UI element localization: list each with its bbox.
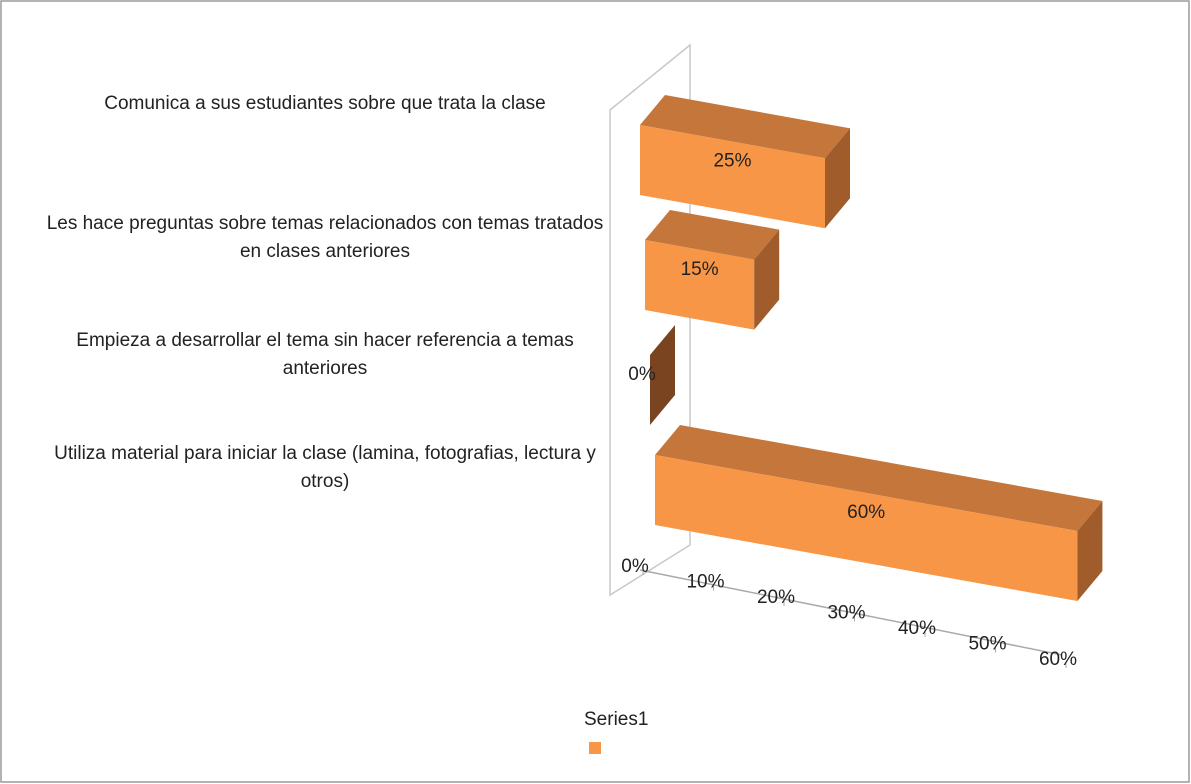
x-tick-label: 40% [898,618,936,639]
bar-side [825,128,850,229]
bar-front [655,455,1078,602]
bar [650,325,675,425]
x-tick-label: 60% [1039,649,1077,670]
x-tick-label: 30% [827,603,865,624]
category-label: Utiliza material para iniciar la clase (… [54,443,596,492]
value-label: 0% [628,364,656,385]
bar-top [655,425,1103,532]
value-label: 25% [713,151,751,172]
x-tick-label: 20% [757,587,795,608]
bar-side [1077,501,1103,602]
bar-side [754,229,780,330]
x-tick-label: 0% [621,556,649,577]
category-label: Les hace preguntas sobre temas relaciona… [46,213,604,262]
value-label: 15% [681,259,719,280]
bar-side [650,325,675,425]
x-tick-label: 10% [686,572,724,593]
bar [645,210,780,330]
bar-top [640,95,850,159]
x-tick-label: 50% [968,634,1006,655]
legend-swatch [589,742,601,754]
bar [655,425,1103,602]
bar-top [645,210,780,260]
value-label: 60% [847,502,885,523]
floor-line [639,569,1063,656]
category-label: Empieza a desarrollar el tema sin hacer … [76,330,574,379]
bar [640,95,850,229]
legend-label: Series1 [584,709,648,730]
bar-front [640,125,825,229]
bar-front [645,240,755,330]
category-label: Comunica a sus estudiantes sobre que tra… [104,93,546,114]
